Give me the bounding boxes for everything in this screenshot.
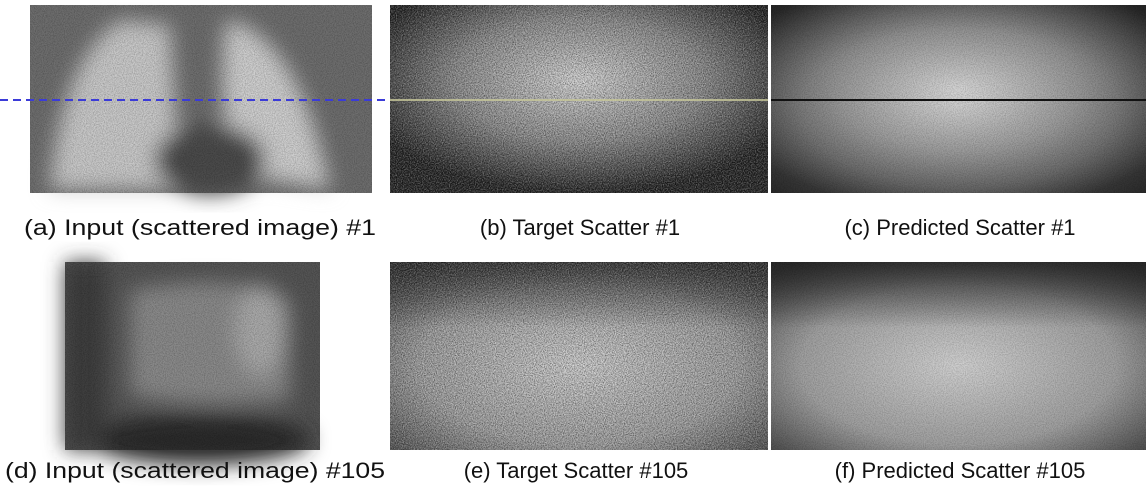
predicted-scatter-image	[771, 5, 1146, 193]
caption: (f) Predicted Scatter #105	[835, 458, 1086, 483]
target-scatter-image	[390, 5, 768, 193]
caption: (e) Target Scatter #105	[464, 458, 689, 483]
figure: (a) Input (scattered image) #1 (b) Targe…	[0, 0, 1146, 498]
caption: (a) Input (scattered image) #1	[24, 215, 376, 240]
page: (a) Input (scattered image) #1 (b) Targe…	[0, 0, 1146, 498]
caption: (b) Target Scatter #1	[480, 215, 680, 240]
caption: (c) Predicted Scatter #1	[844, 215, 1075, 240]
predicted-scatter-image	[771, 262, 1146, 450]
caption: (d) Input (scattered image) #105	[5, 458, 385, 483]
target-scatter-image	[390, 262, 768, 450]
xray-image	[65, 262, 320, 465]
